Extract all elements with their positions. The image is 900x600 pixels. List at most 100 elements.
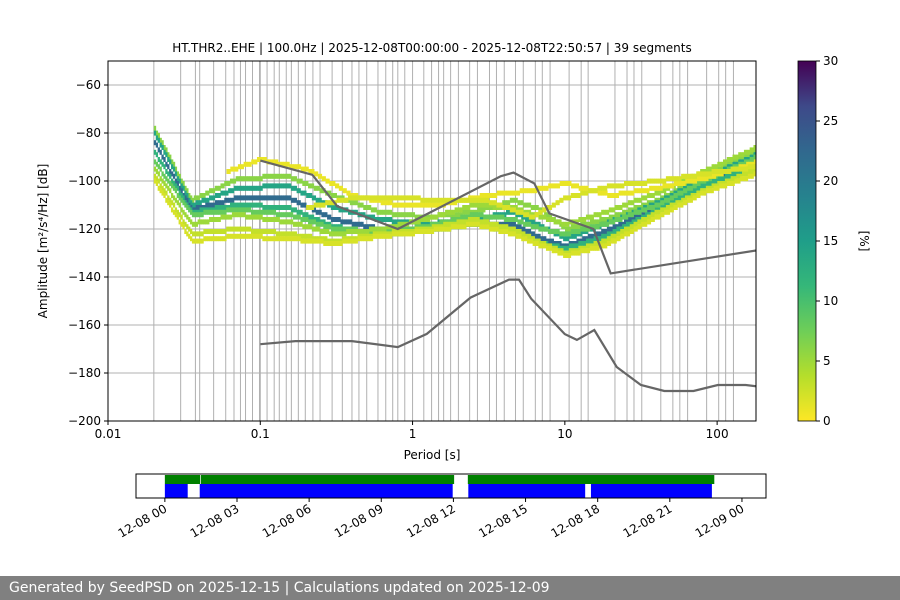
psd-cell [595,241,598,246]
psd-cell [288,205,292,210]
psd-cell [387,217,391,222]
psd-cell [401,202,404,208]
psd-cell [330,217,334,222]
psd-cell [353,229,357,234]
psd-cell [239,164,243,170]
psd-cell [325,236,328,242]
psd-cell [340,219,343,225]
psd-cell [157,137,160,143]
psd-cell [214,185,218,191]
psd-cell [530,238,534,244]
psd-cell [346,229,349,234]
psd-cell [460,197,463,203]
psd-cell [245,226,248,232]
psd-cell [724,169,728,174]
psd-cell [544,243,547,249]
psd-cell [304,166,307,172]
psd-cell [507,221,511,227]
psd-cell [260,229,263,234]
psd-cell [370,226,374,232]
psd-cell [304,190,307,196]
psd-cell [170,178,174,184]
psd-cell [190,219,193,225]
psd-cell [571,183,574,189]
psd-cell [321,188,324,194]
psd-cell [612,193,616,198]
psd-cell [620,229,623,234]
psd-cell [340,241,343,246]
psd-cell [212,217,216,222]
psd-cell [397,231,400,237]
psd-cell [492,214,495,220]
psd-cell [566,236,570,242]
psd-cell [361,236,364,242]
psd-cell [625,202,629,208]
psd-cell [315,217,318,222]
psd-cell [492,200,495,206]
psd-cell [172,185,176,191]
psd-cell [174,212,178,218]
psd-cell [633,226,636,232]
psd-cell [467,221,471,227]
psd-cell [578,229,581,234]
psd-cell [190,236,193,242]
psd-cell [245,195,248,201]
y-tick-label: −60 [76,78,101,92]
psd-cell [155,142,159,148]
psd-cell [502,214,505,220]
psd-cell [445,221,448,227]
psd-cell [197,238,200,244]
psd-cell [411,202,414,208]
y-axis-ticks: −200−180−160−140−120−100−80−60 [68,78,108,428]
psd-cell [475,212,478,218]
psd-cell [538,226,541,232]
psd-cell [269,236,273,242]
psd-cell [593,236,596,242]
psd-cell [376,217,379,222]
psd-cell [283,173,286,179]
psd-cell [218,200,221,206]
psd-cell [285,195,288,201]
psd-cell [544,214,547,220]
psd-cell [212,229,216,234]
psd-cell [416,202,420,208]
psd-cell [237,185,240,191]
psd-cell [317,209,320,215]
psd-cell [273,229,277,234]
psd-cell [433,197,436,203]
psd-cell [314,171,317,177]
psd-cell [552,183,555,189]
psd-cell [270,159,273,165]
psd-cell [405,212,408,218]
psd-cell [212,188,216,194]
psd-cell [477,217,480,222]
psd-cell [578,245,581,251]
psd-cell [656,202,659,208]
psd-cell [163,145,166,150]
psd-cell [719,169,722,174]
psd-cell [283,212,286,218]
psd-cell [528,209,532,215]
psd-cell [252,176,256,182]
psd-cell [338,231,341,237]
psd-cell [715,164,718,170]
psd-cell [551,229,554,234]
psd-cell [309,193,313,198]
psd-cell [646,200,650,206]
psd-cell [254,176,258,182]
psd-cell [370,214,374,220]
psd-cell [658,202,661,208]
psd-cell [361,221,364,227]
psd-cell [247,195,250,201]
psd-cell [576,229,579,234]
psd-cell [378,233,381,239]
psd-cell [332,231,336,237]
psd-cell [587,226,591,232]
psd-cell [306,238,309,244]
psd-cell [163,188,166,194]
psd-cell [330,205,334,210]
psd-cell [241,164,245,170]
psd-cell [629,200,633,206]
psd-cell [410,231,414,237]
psd-cell [262,183,265,189]
